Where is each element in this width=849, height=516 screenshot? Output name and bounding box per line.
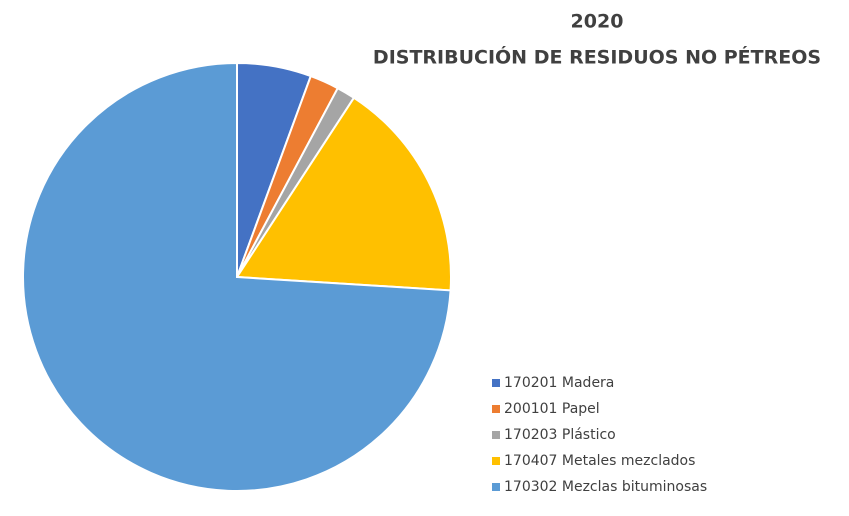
legend-label: 200101 Papel <box>504 401 600 417</box>
legend-label: 170407 Metales mezclados <box>504 453 695 469</box>
legend-label: 170201 Madera <box>504 375 614 391</box>
legend-label: 170203 Plástico <box>504 427 616 443</box>
legend-swatch <box>492 457 500 465</box>
pie-slice <box>235 96 452 292</box>
legend-swatch <box>492 405 500 413</box>
legend-swatch <box>492 483 500 491</box>
legend-label: 170302 Mezclas bituminosas <box>504 479 707 495</box>
legend-swatch <box>492 431 500 439</box>
legend-swatch <box>492 379 500 387</box>
pie-slice <box>22 61 452 492</box>
chart-subtitle: DISTRIBUCIÓN DE RESIDUOS NO PÉTREOS <box>373 45 821 69</box>
chart-title: 2020 <box>571 11 624 33</box>
